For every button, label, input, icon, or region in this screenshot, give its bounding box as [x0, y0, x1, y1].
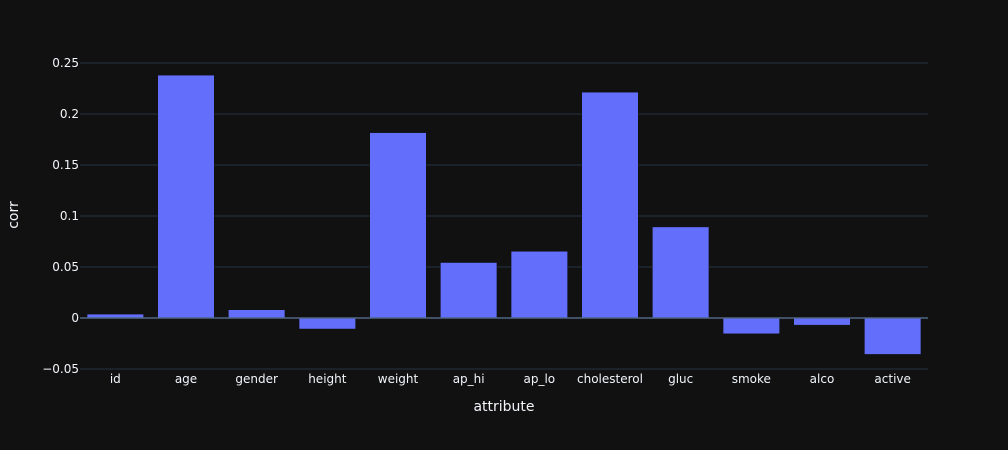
bar-cholesterol[interactable]: [581, 91, 639, 319]
x-tick-label: active: [874, 372, 910, 386]
x-tick-label: height: [308, 372, 347, 386]
bar-gluc[interactable]: [652, 226, 710, 319]
y-tick-label: 0.05: [52, 260, 79, 274]
x-tick-label: ap_lo: [524, 372, 556, 386]
bar-alco[interactable]: [793, 317, 851, 326]
y-tick-label: 0: [71, 311, 79, 325]
bar-weight[interactable]: [369, 132, 427, 319]
x-tick-label: smoke: [732, 372, 771, 386]
bar-age[interactable]: [157, 74, 215, 319]
bar-ap_lo[interactable]: [510, 251, 568, 319]
bars: [86, 74, 922, 355]
y-tick-label: −0.05: [42, 362, 79, 376]
bar-height[interactable]: [298, 317, 356, 330]
x-tick-label: weight: [378, 372, 419, 386]
x-tick-label: age: [175, 372, 197, 386]
bar-gender[interactable]: [228, 309, 286, 319]
bar-ap_hi[interactable]: [440, 262, 498, 319]
y-tick-label: 0.1: [60, 209, 79, 223]
gridlines: [80, 62, 928, 370]
x-tick-label: id: [110, 372, 121, 386]
x-tick-label: alco: [810, 372, 835, 386]
bar-active[interactable]: [864, 317, 922, 355]
x-tick-label: cholesterol: [577, 372, 643, 386]
y-tick-label: 0.15: [52, 158, 79, 172]
y-tick-label: 0.2: [60, 107, 79, 121]
bar-smoke[interactable]: [722, 317, 780, 335]
x-axis-title: attribute: [473, 399, 534, 415]
x-axis-ticks: id age gender height weight ap_hi ap_lo cholest…: [110, 372, 911, 386]
x-tick-label: gluc: [668, 372, 693, 386]
y-tick-label: 0.25: [52, 56, 79, 70]
y-axis-title: corr: [6, 201, 22, 229]
x-tick-label: ap_hi: [453, 372, 485, 386]
y-axis-ticks: −0.05 0 0.05 0.1 0.15 0.2 0.25: [42, 56, 79, 376]
x-tick-label: gender: [235, 372, 278, 386]
